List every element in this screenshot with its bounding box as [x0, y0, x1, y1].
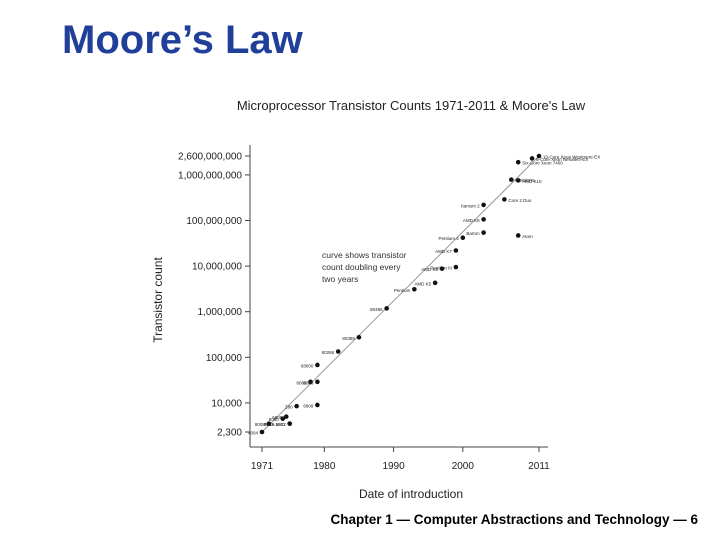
y-tick-label: 10,000,000	[192, 262, 242, 273]
data-point	[315, 362, 320, 368]
data-point-label: 80286	[322, 350, 335, 355]
data-point	[315, 379, 320, 385]
x-axis-label: Date of introduction	[359, 487, 463, 501]
data-point	[259, 429, 265, 435]
chart-title: Microprocessor Transistor Counts 1971-20…	[237, 98, 586, 113]
data-point	[432, 280, 438, 286]
data-point	[412, 287, 417, 292]
data-point-label: Pentium	[394, 288, 411, 293]
data-point	[481, 202, 486, 208]
trend-annotation: two years	[322, 274, 358, 284]
data-point	[515, 178, 521, 183]
y-axis-label: Transistor count	[151, 257, 165, 343]
x-tick-label: 1980	[313, 461, 336, 472]
y-tick-label: 1,000,000,000	[178, 170, 242, 181]
data-point-label: POWER6	[515, 178, 535, 183]
data-point	[294, 403, 299, 409]
data-point	[384, 306, 389, 311]
data-point-label: AMD K6	[421, 267, 438, 272]
data-point-label: Barton	[466, 231, 480, 236]
data-point	[453, 264, 459, 270]
data-point	[536, 153, 542, 159]
data-point	[280, 416, 286, 422]
data-point-label: AMD K10	[522, 179, 542, 184]
y-tick-label: 1,000,000	[198, 307, 243, 318]
data-point	[460, 235, 466, 240]
data-point	[439, 266, 445, 271]
data-point-label: MOS 6502	[264, 422, 286, 427]
trend-annotation: count doubling every	[322, 262, 401, 272]
data-point	[481, 230, 486, 235]
data-point-label: 8086	[296, 380, 307, 385]
data-point-label: 8-Core Xeon Nehalem-EX	[536, 157, 588, 162]
y-tick-label: 2,300	[217, 428, 242, 439]
data-point	[481, 217, 486, 222]
x-tick-label: 2000	[452, 461, 475, 472]
data-point-label: Pentium 4	[439, 236, 460, 241]
data-point-label: AMD K7	[435, 249, 452, 254]
data-point-label: 6809	[303, 403, 314, 408]
data-point	[287, 421, 293, 426]
data-point-label: 80486	[370, 307, 383, 312]
y-tick-label: 100,000,000	[186, 216, 242, 227]
data-point-label: 10-Core Xeon Westmere-EX	[543, 155, 600, 160]
data-point-label: Z80	[285, 405, 293, 410]
data-point	[515, 233, 521, 238]
data-point	[315, 402, 320, 408]
data-point-label: Pentium III	[430, 266, 452, 271]
data-point	[453, 248, 459, 253]
data-point-label: Itanium 2	[461, 203, 480, 208]
y-tick-label: 10,000	[211, 398, 242, 409]
data-point-label: 4004	[248, 431, 259, 436]
data-point	[266, 421, 272, 426]
x-tick-label: 1990	[382, 461, 405, 472]
data-point	[335, 349, 341, 354]
data-point	[308, 379, 313, 385]
data-point-label: AMD K8	[463, 218, 480, 223]
data-point-label: Core 2 Duo	[508, 198, 532, 203]
x-tick-label: 2011	[528, 461, 550, 472]
data-point	[356, 334, 362, 340]
data-point-label: 6800	[272, 415, 283, 420]
data-point-label: Six-Core Xeon 7400	[522, 161, 563, 166]
data-point-label: 68000	[301, 363, 314, 368]
data-point	[283, 414, 289, 419]
moores-law-trend-line	[261, 155, 540, 433]
data-point-label: 8008	[255, 422, 266, 427]
data-point	[502, 197, 507, 202]
x-tick-label: 1971	[251, 461, 274, 472]
data-point	[515, 159, 521, 165]
y-tick-label: 2,600,000,000	[178, 152, 242, 163]
data-point-label: 8080	[269, 417, 280, 422]
y-tick-label: 100,000	[206, 353, 243, 364]
data-point-label: 8088	[303, 380, 314, 385]
data-point-label: Atom	[522, 234, 533, 239]
data-point-label: AMD K5	[414, 281, 431, 286]
data-point	[509, 177, 514, 182]
data-point-label: RCA 1802	[265, 422, 286, 427]
data-point-label: 80386	[342, 336, 355, 341]
slide-footer: Chapter 1 — Computer Abstractions and Te…	[330, 512, 698, 527]
slide-title: Moore’s Law	[62, 18, 303, 62]
data-point	[529, 156, 535, 161]
trend-annotation: curve shows transistor	[322, 250, 407, 260]
